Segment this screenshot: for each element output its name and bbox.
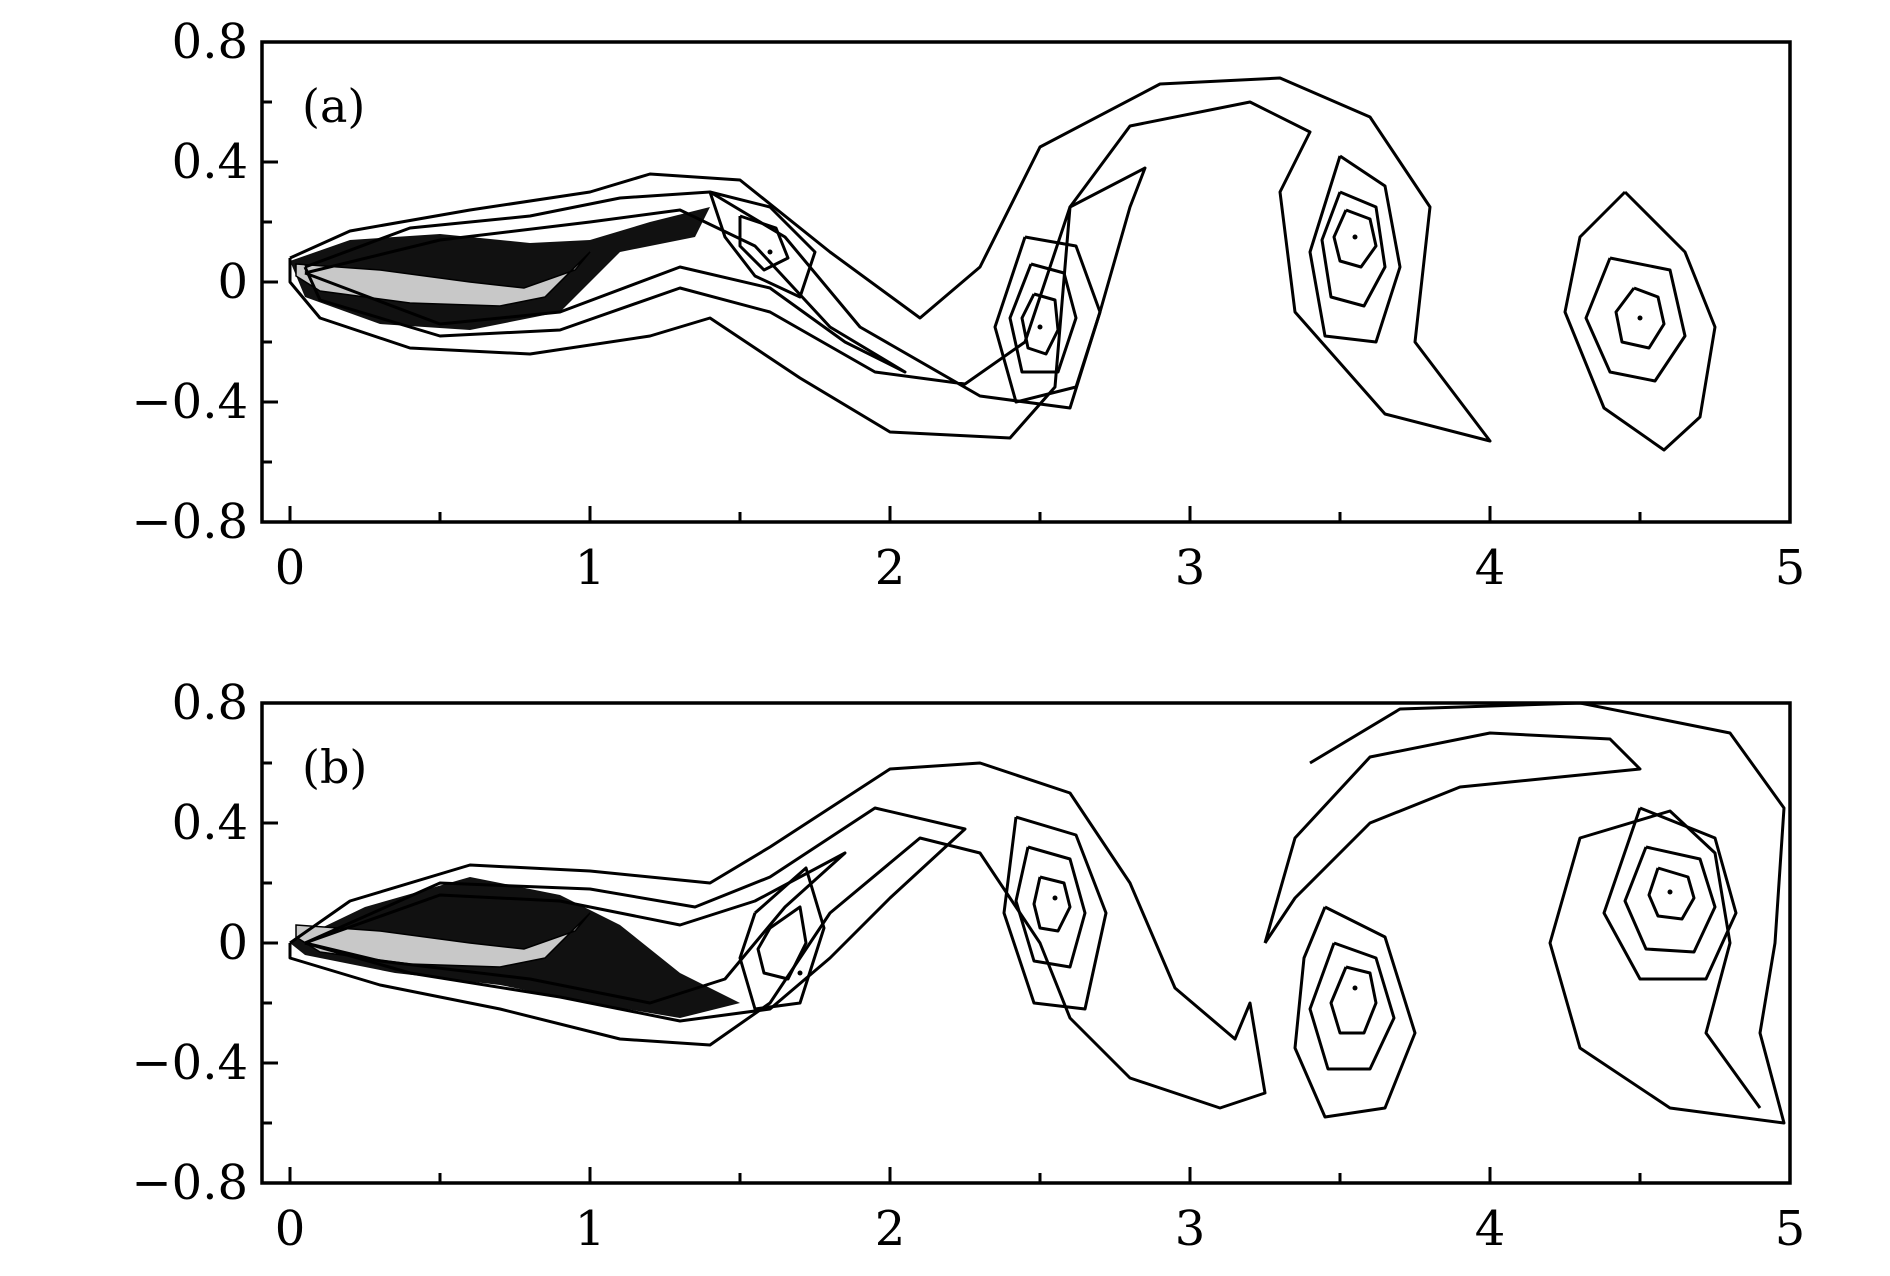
contour-line xyxy=(304,208,907,374)
panel-label: (a) xyxy=(302,79,365,133)
contour-line xyxy=(1329,965,1378,1035)
y-tick-label: −0.8 xyxy=(131,494,248,550)
contour-line xyxy=(304,851,847,1005)
y-tick-label: 0.4 xyxy=(172,134,248,190)
x-tick-label: 5 xyxy=(1775,1201,1806,1257)
y-tick-label: 0 xyxy=(217,915,248,971)
contour-line xyxy=(1293,905,1417,1119)
contour-line xyxy=(1563,190,1717,452)
contour-line xyxy=(1308,941,1396,1071)
contour-line xyxy=(756,905,808,981)
blade-shape xyxy=(295,912,591,968)
vortex-center xyxy=(1637,315,1643,321)
panel-b: 0 1 2 3 4 5 0.8 0.4 0 −0.4 −0.8 (b) xyxy=(131,675,1805,1257)
y-tick-label: 0 xyxy=(217,254,248,310)
contour-line xyxy=(993,235,1102,404)
vortex-center xyxy=(1352,985,1358,991)
contour-line xyxy=(1263,731,1642,944)
x-tick-label: 5 xyxy=(1775,540,1806,596)
vortex-center xyxy=(767,249,773,255)
x-tick-label: 3 xyxy=(1175,540,1206,596)
vortex-center xyxy=(1352,234,1358,240)
vortex-center xyxy=(797,970,803,976)
x-tick-label: 0 xyxy=(275,1201,306,1257)
contour-field xyxy=(288,703,1786,1125)
contour-line xyxy=(288,761,1267,1110)
contour-line xyxy=(1032,875,1072,933)
contour-line xyxy=(1623,845,1717,954)
contour-line xyxy=(1602,806,1738,981)
contour-line xyxy=(304,806,967,1023)
x-tick-label: 1 xyxy=(575,540,606,596)
contour-line xyxy=(288,76,1492,443)
contour-line xyxy=(738,866,826,1011)
contour-line xyxy=(1308,154,1402,344)
contour-line xyxy=(1332,208,1378,269)
vortex-center xyxy=(1052,895,1058,901)
y-tick-label: 0.8 xyxy=(172,675,248,731)
x-tick-label: 2 xyxy=(875,540,906,596)
contour-line xyxy=(1309,703,1786,1125)
x-tick-label: 4 xyxy=(1475,1201,1506,1257)
panel-label: (b) xyxy=(302,740,367,794)
contour-field xyxy=(288,76,1717,452)
y-tick-label: 0.4 xyxy=(172,795,248,851)
contour-line xyxy=(1002,815,1108,1011)
y-tick-label: −0.8 xyxy=(131,1155,248,1211)
y-tick-label: −0.4 xyxy=(131,1035,248,1091)
vortex-center xyxy=(1667,889,1673,895)
contour-line xyxy=(1020,292,1060,356)
contour-line xyxy=(1614,286,1666,350)
contour-line xyxy=(708,190,817,299)
x-tick-label: 2 xyxy=(875,1201,906,1257)
x-tick-label: 1 xyxy=(575,1201,606,1257)
contour-line xyxy=(303,166,1147,410)
x-tick-label: 3 xyxy=(1175,1201,1206,1257)
contour-line xyxy=(1320,190,1387,308)
contour-line xyxy=(1014,845,1087,969)
y-tick-label: 0.8 xyxy=(172,14,248,70)
contour-line xyxy=(738,214,790,272)
contour-line xyxy=(1647,866,1696,921)
x-tick-label: 0 xyxy=(275,540,306,596)
vortex-center xyxy=(1037,324,1043,330)
contour-line xyxy=(1008,262,1078,374)
panel-a: 0 1 2 3 4 5 0.8 0.4 0 −0.4 −0.8 (a) xyxy=(131,14,1805,596)
x-tick-label: 4 xyxy=(1475,540,1506,596)
y-tick-label: −0.4 xyxy=(131,374,248,430)
contour-line xyxy=(1584,256,1687,383)
